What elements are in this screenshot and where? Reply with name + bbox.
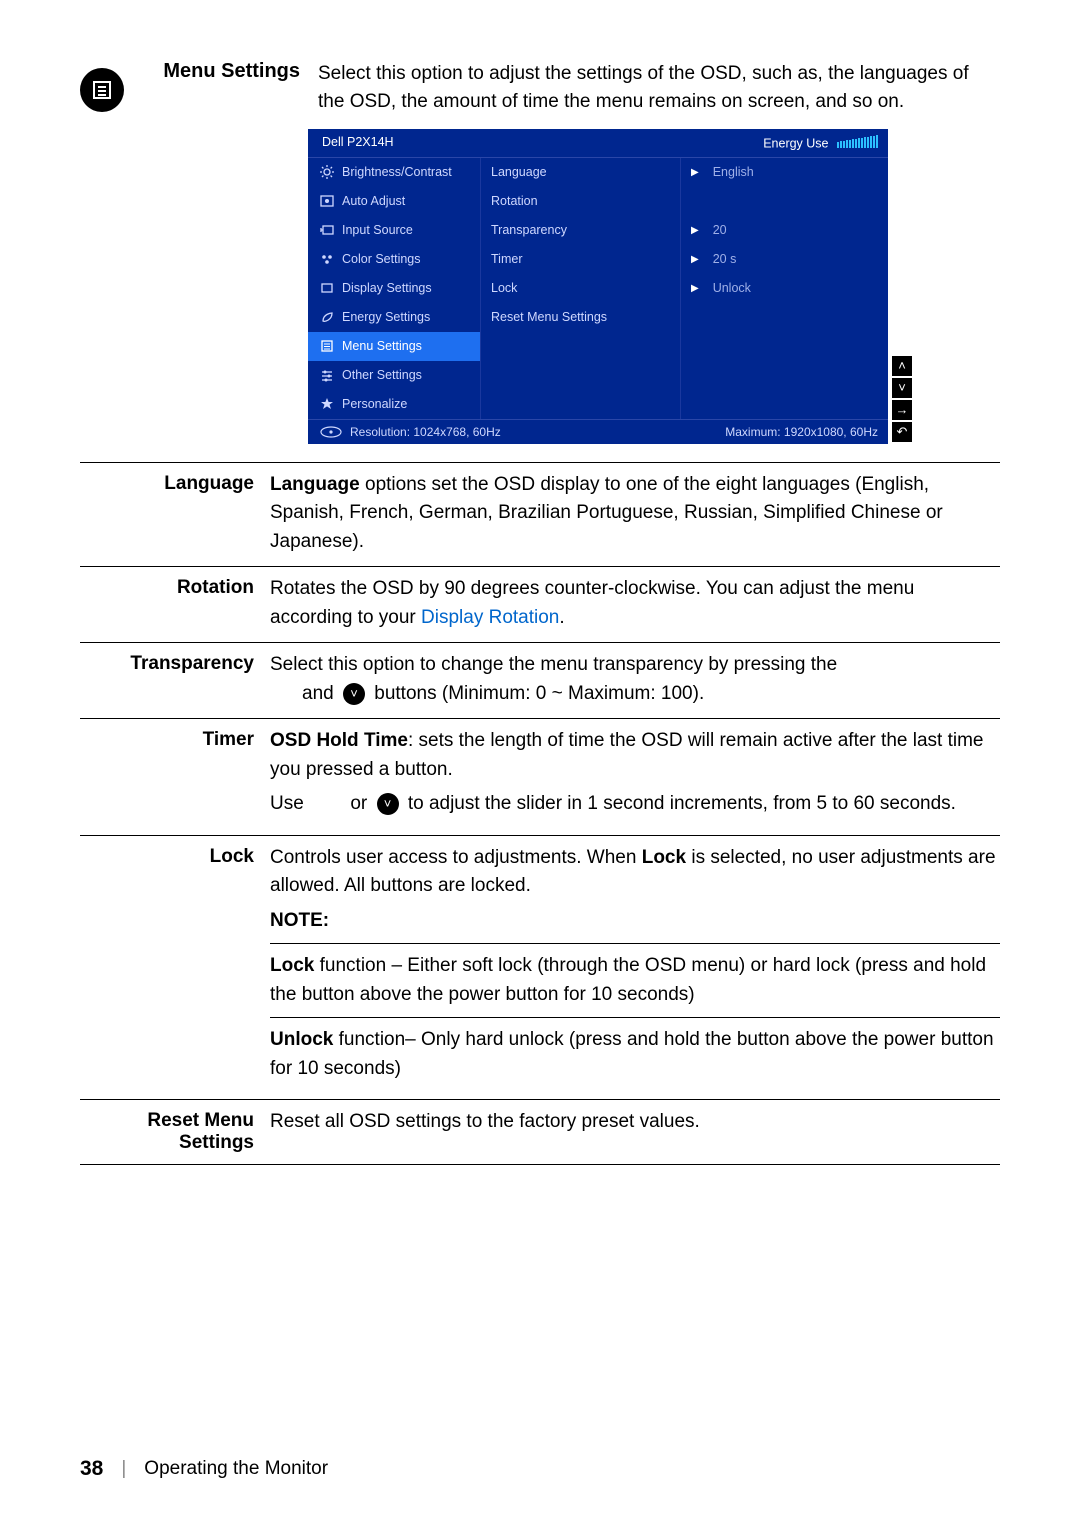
osd-left-item[interactable]: Other Settings — [308, 361, 480, 390]
osd-left-item[interactable]: Personalize — [308, 390, 480, 419]
row-reset: Reset Menu Settings Reset all OSD settin… — [80, 1100, 1000, 1165]
label-transparency: Transparency — [80, 651, 270, 675]
energy-bars — [836, 135, 878, 151]
page-number: 38 — [80, 1457, 103, 1481]
section-title: Menu Settings — [138, 60, 318, 83]
osd-up-icon[interactable]: ˄ — [892, 356, 912, 376]
osd-right-value: ▶English — [681, 158, 888, 187]
row-language: Language Language options set the OSD di… — [80, 463, 1000, 568]
osd-left-item[interactable]: Display Settings — [308, 274, 480, 303]
osd-left-item[interactable]: Input Source — [308, 216, 480, 245]
osd-screenshot: Dell P2X14H Energy Use Brightness/Contra… — [308, 129, 888, 444]
row-timer: Timer OSD Hold Time: sets the length of … — [80, 719, 1000, 836]
page-content: Menu Settings Select this option to adju… — [80, 60, 1000, 1165]
osd-right-icon[interactable]: → — [892, 400, 912, 420]
osd-left-menu: Brightness/ContrastAuto AdjustInput Sour… — [308, 158, 480, 419]
osd-back-icon[interactable]: ↶ — [892, 422, 912, 442]
osd-left-item[interactable]: Color Settings — [308, 245, 480, 274]
osd-right-value — [681, 187, 888, 216]
osd-right-value — [681, 303, 888, 332]
row-transparency: Transparency Select this option to chang… — [80, 643, 1000, 719]
osd-left-item[interactable]: Brightness/Contrast — [308, 158, 480, 187]
desc-reset: Reset all OSD settings to the factory pr… — [270, 1108, 1000, 1137]
osd-diagram-wrap: Dell P2X14H Energy Use Brightness/Contra… — [80, 129, 1000, 444]
osd-side-buttons: ˄ ˅ → ↶ — [892, 356, 912, 442]
page-footer: 38 | Operating the Monitor — [80, 1457, 328, 1481]
row-lock: Lock Controls user access to adjustments… — [80, 836, 1000, 1101]
osd-right-value: ▶20 s — [681, 245, 888, 274]
down-button-icon: ˅ — [343, 683, 365, 705]
osd-left-item[interactable]: Menu Settings — [308, 332, 480, 361]
osd-mid-item[interactable]: Transparency — [481, 216, 680, 245]
osd-mid-item[interactable]: Rotation — [481, 187, 680, 216]
section-header-row: Menu Settings Select this option to adju… — [80, 60, 1000, 115]
section-desc: Select this option to adjust the setting… — [318, 60, 1000, 115]
osd-body: Brightness/ContrastAuto AdjustInput Sour… — [308, 158, 888, 419]
desc-rotation: Rotates the OSD by 90 degrees counter-cl… — [270, 575, 1000, 632]
label-timer: Timer — [80, 727, 270, 751]
osd-mid-menu: LanguageRotationTransparencyTimerLockRes… — [480, 158, 680, 419]
osd-right-values: ▶English ▶20▶20 s▶Unlock — [680, 158, 888, 419]
display-rotation-link[interactable]: Display Rotation — [421, 607, 559, 628]
osd-energy: Energy Use — [763, 135, 878, 151]
desc-timer: OSD Hold Time: sets the length of time t… — [270, 727, 1000, 825]
osd-mid-item[interactable]: Language — [481, 158, 680, 187]
osd-right-value: ▶Unlock — [681, 274, 888, 303]
osd-left-item[interactable]: Energy Settings — [308, 303, 480, 332]
osd-header: Dell P2X14H Energy Use — [308, 129, 888, 158]
osd-mid-item[interactable]: Timer — [481, 245, 680, 274]
osd-max: Maximum: 1920x1080, 60Hz — [725, 425, 878, 439]
osd-right-value: ▶20 — [681, 216, 888, 245]
desc-lock: Controls user access to adjustments. Whe… — [270, 844, 1000, 1090]
desc-transparency: Select this option to change the menu tr… — [270, 651, 1000, 708]
label-reset: Reset Menu Settings — [80, 1108, 270, 1154]
label-lock: Lock — [80, 844, 270, 868]
osd-mid-item[interactable]: Reset Menu Settings — [481, 303, 680, 332]
down-button-icon-2: ˅ — [377, 793, 399, 815]
osd-model: Dell P2X14H — [322, 135, 394, 151]
footer-separator: | — [121, 1458, 126, 1480]
label-rotation: Rotation — [80, 575, 270, 599]
menu-icon — [80, 68, 124, 112]
osd-mid-item[interactable]: Lock — [481, 274, 680, 303]
chapter-title: Operating the Monitor — [144, 1458, 328, 1480]
osd-footer: Resolution: 1024x768, 60Hz Maximum: 1920… — [308, 419, 888, 444]
row-rotation: Rotation Rotates the OSD by 90 degrees c… — [80, 567, 1000, 643]
settings-table: Language Language options set the OSD di… — [80, 462, 1000, 1166]
osd-left-item[interactable]: Auto Adjust — [308, 187, 480, 216]
osd-resolution: Resolution: 1024x768, 60Hz — [350, 425, 501, 439]
note-label: NOTE: — [270, 910, 329, 931]
label-language: Language — [80, 471, 270, 495]
osd-down-icon[interactable]: ˅ — [892, 378, 912, 398]
desc-language: Language options set the OSD display to … — [270, 471, 1000, 557]
